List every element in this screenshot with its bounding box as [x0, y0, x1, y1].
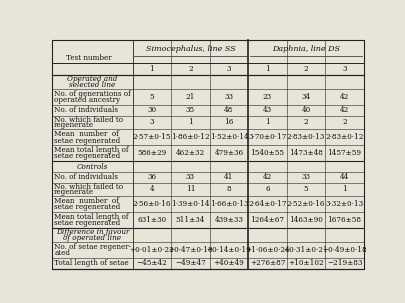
Text: −45±42: −45±42	[136, 259, 167, 267]
Text: 2·52±0·16: 2·52±0·16	[286, 200, 324, 208]
Text: 1·66±0·13: 1·66±0·13	[209, 200, 247, 208]
Text: 1: 1	[188, 118, 192, 126]
Text: 3·70±0·17: 3·70±0·17	[248, 133, 286, 141]
Text: setae regenerated: setae regenerated	[54, 219, 120, 228]
Text: setae regenerated: setae regenerated	[54, 152, 120, 161]
Text: 1: 1	[341, 185, 346, 193]
Text: −219±83: −219±83	[326, 259, 361, 267]
Text: +0·01±0·22: +0·01±0·22	[129, 246, 174, 254]
Text: selected line: selected line	[69, 81, 115, 89]
Text: −0·49±0·18: −0·49±0·18	[322, 246, 366, 254]
Text: +0·31±0·21: +0·31±0·21	[283, 246, 328, 254]
Text: 586±29: 586±29	[137, 149, 166, 157]
Text: 44: 44	[339, 173, 348, 181]
Text: 631±30: 631±30	[137, 216, 166, 224]
Text: 42: 42	[339, 106, 348, 114]
Text: 33: 33	[224, 93, 233, 101]
Text: −0·14±0·19: −0·14±0·19	[206, 246, 251, 254]
Text: Mean total length of: Mean total length of	[54, 146, 128, 154]
Text: 2: 2	[188, 65, 192, 73]
Text: 1540±55: 1540±55	[250, 149, 284, 157]
Text: 34: 34	[301, 93, 310, 101]
Text: 48: 48	[224, 106, 233, 114]
Text: 1: 1	[149, 65, 154, 73]
Text: 2·56±0·16: 2·56±0·16	[132, 200, 171, 208]
Text: 3: 3	[341, 65, 346, 73]
Text: 21: 21	[185, 93, 194, 101]
Text: +40±49: +40±49	[213, 259, 244, 267]
Text: of operated line: of operated line	[63, 234, 121, 242]
Text: +0·47±0·18: +0·47±0·18	[168, 246, 212, 254]
Text: 11: 11	[185, 185, 195, 193]
Text: 462±32: 462±32	[175, 149, 205, 157]
Text: Difference in favour: Difference in favour	[55, 228, 129, 236]
Text: Mean  number  of: Mean number of	[54, 130, 119, 138]
Text: setae regenerated: setae regenerated	[54, 137, 120, 145]
Text: 2·83±0·13: 2·83±0·13	[286, 133, 324, 141]
Text: 1676±58: 1676±58	[327, 216, 361, 224]
Text: 1264±67: 1264±67	[250, 216, 284, 224]
Text: regenerate: regenerate	[54, 188, 94, 196]
Text: +1·06±0·24: +1·06±0·24	[245, 246, 289, 254]
Text: 2·64±0·17: 2·64±0·17	[247, 200, 286, 208]
Text: 511±34: 511±34	[175, 216, 205, 224]
Text: 33: 33	[185, 173, 194, 181]
Text: No. of individuals: No. of individuals	[54, 106, 118, 114]
Text: 2·57±0·15: 2·57±0·15	[132, 133, 171, 141]
Text: 16: 16	[224, 118, 233, 126]
Text: Mean total length of: Mean total length of	[54, 213, 128, 221]
Text: 1: 1	[264, 65, 269, 73]
Text: Mean  number  of: Mean number of	[54, 197, 119, 205]
Text: 43: 43	[262, 106, 271, 114]
Text: operated ancestry: operated ancestry	[54, 96, 120, 104]
Text: 1457±59: 1457±59	[327, 149, 361, 157]
Text: 3·32±0·13: 3·32±0·13	[325, 200, 363, 208]
Text: 2·83±0·12: 2·83±0·12	[324, 133, 363, 141]
Text: 1·52±0·14: 1·52±0·14	[209, 133, 247, 141]
Text: 1·86±0·12: 1·86±0·12	[171, 133, 209, 141]
Text: Controls: Controls	[77, 163, 108, 171]
Text: Operated and: Operated and	[67, 75, 117, 83]
Text: 479±36: 479±36	[214, 149, 243, 157]
Text: 1: 1	[264, 118, 269, 126]
Text: No. which failed to: No. which failed to	[54, 183, 123, 191]
Text: 30: 30	[147, 106, 156, 114]
Text: Daphnia, line DS: Daphnia, line DS	[271, 45, 339, 53]
Text: 23: 23	[262, 93, 271, 101]
Text: No. which failed to: No. which failed to	[54, 116, 123, 124]
Text: 1·39±0·14: 1·39±0·14	[171, 200, 209, 208]
Text: 33: 33	[301, 173, 310, 181]
Text: 4: 4	[149, 185, 154, 193]
Text: 36: 36	[147, 173, 156, 181]
Text: 5: 5	[303, 185, 307, 193]
Text: 3: 3	[149, 118, 154, 126]
Text: 35: 35	[185, 106, 194, 114]
Text: 1473±48: 1473±48	[288, 149, 322, 157]
Text: 2: 2	[341, 118, 346, 126]
Text: ated: ated	[54, 249, 70, 257]
Text: 42: 42	[339, 93, 348, 101]
Text: 2: 2	[303, 65, 307, 73]
Text: Simocephalus, line SS: Simocephalus, line SS	[145, 45, 234, 53]
Text: 40: 40	[301, 106, 310, 114]
Text: regenerate: regenerate	[54, 121, 94, 129]
Text: 439±33: 439±33	[214, 216, 243, 224]
Text: +276±87: +276±87	[249, 259, 284, 267]
Text: 2: 2	[303, 118, 307, 126]
Text: 41: 41	[224, 173, 233, 181]
Text: No. of setae regener-: No. of setae regener-	[54, 243, 131, 251]
Text: No. of individuals: No. of individuals	[54, 173, 118, 181]
Text: 6: 6	[264, 185, 269, 193]
Text: −49±47: −49±47	[175, 259, 205, 267]
Text: 1463±90: 1463±90	[288, 216, 322, 224]
Text: setae regenerated: setae regenerated	[54, 203, 120, 211]
Text: 8: 8	[226, 185, 231, 193]
Text: 5: 5	[149, 93, 154, 101]
Text: Test number: Test number	[66, 54, 111, 62]
Text: +10±102: +10±102	[288, 259, 323, 267]
Text: Total length of setae: Total length of setae	[54, 259, 128, 267]
Text: 3: 3	[226, 65, 230, 73]
Text: No. of generations of: No. of generations of	[54, 90, 131, 98]
Text: 42: 42	[262, 173, 271, 181]
